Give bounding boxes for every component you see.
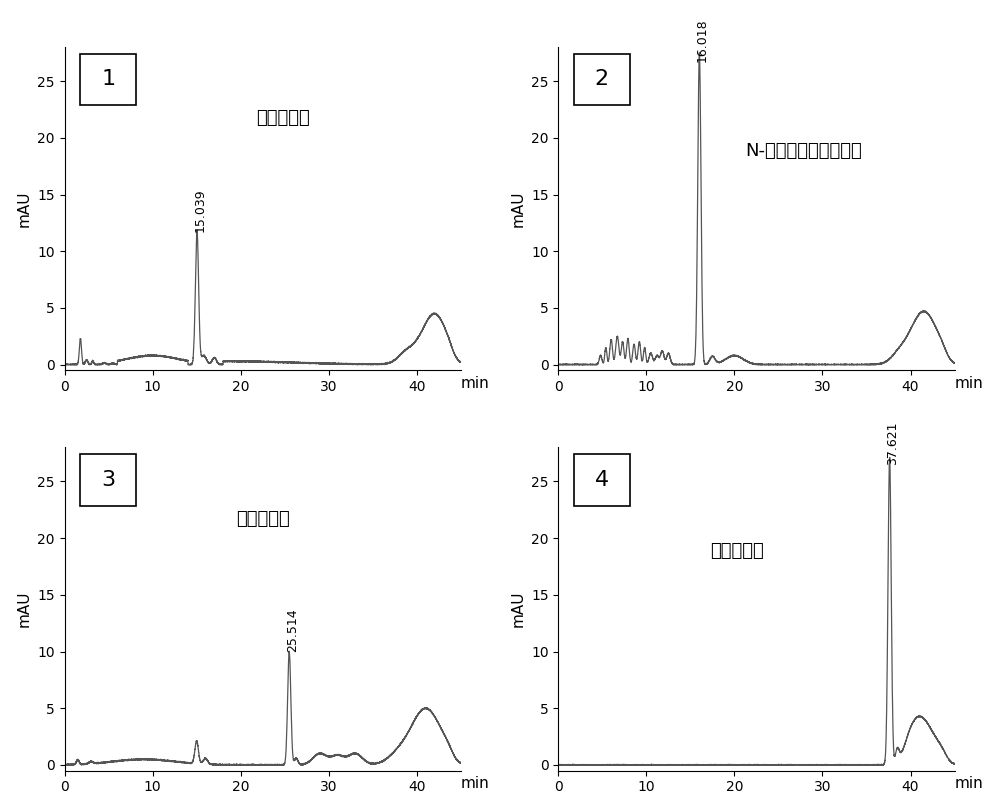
- Text: 2: 2: [595, 70, 609, 89]
- Y-axis label: mAU: mAU: [510, 191, 525, 227]
- Text: N-反式对香豆酶酪氨酸: N-反式对香豆酶酪氨酸: [746, 142, 862, 160]
- Text: 15.039: 15.039: [194, 188, 207, 231]
- Text: min: min: [955, 376, 983, 391]
- Text: 37.621: 37.621: [886, 421, 899, 465]
- Text: 鸡骨草甲素: 鸡骨草甲素: [710, 542, 764, 560]
- Text: min: min: [461, 376, 490, 391]
- Text: 鸡骨草丙素: 鸡骨草丙素: [256, 109, 309, 127]
- Text: 3: 3: [101, 470, 115, 490]
- Text: min: min: [955, 776, 983, 792]
- Text: 16.018: 16.018: [696, 19, 709, 62]
- Text: 1: 1: [101, 70, 115, 89]
- Y-axis label: mAU: mAU: [17, 590, 32, 627]
- Text: 4: 4: [595, 470, 609, 490]
- FancyBboxPatch shape: [574, 54, 630, 105]
- Text: min: min: [461, 776, 490, 792]
- FancyBboxPatch shape: [80, 54, 136, 105]
- FancyBboxPatch shape: [574, 454, 630, 505]
- Y-axis label: mAU: mAU: [17, 191, 32, 227]
- Text: 25.514: 25.514: [286, 608, 299, 651]
- Text: 鸡骨草乙素: 鸡骨草乙素: [236, 509, 290, 527]
- Y-axis label: mAU: mAU: [510, 590, 525, 627]
- FancyBboxPatch shape: [80, 454, 136, 505]
